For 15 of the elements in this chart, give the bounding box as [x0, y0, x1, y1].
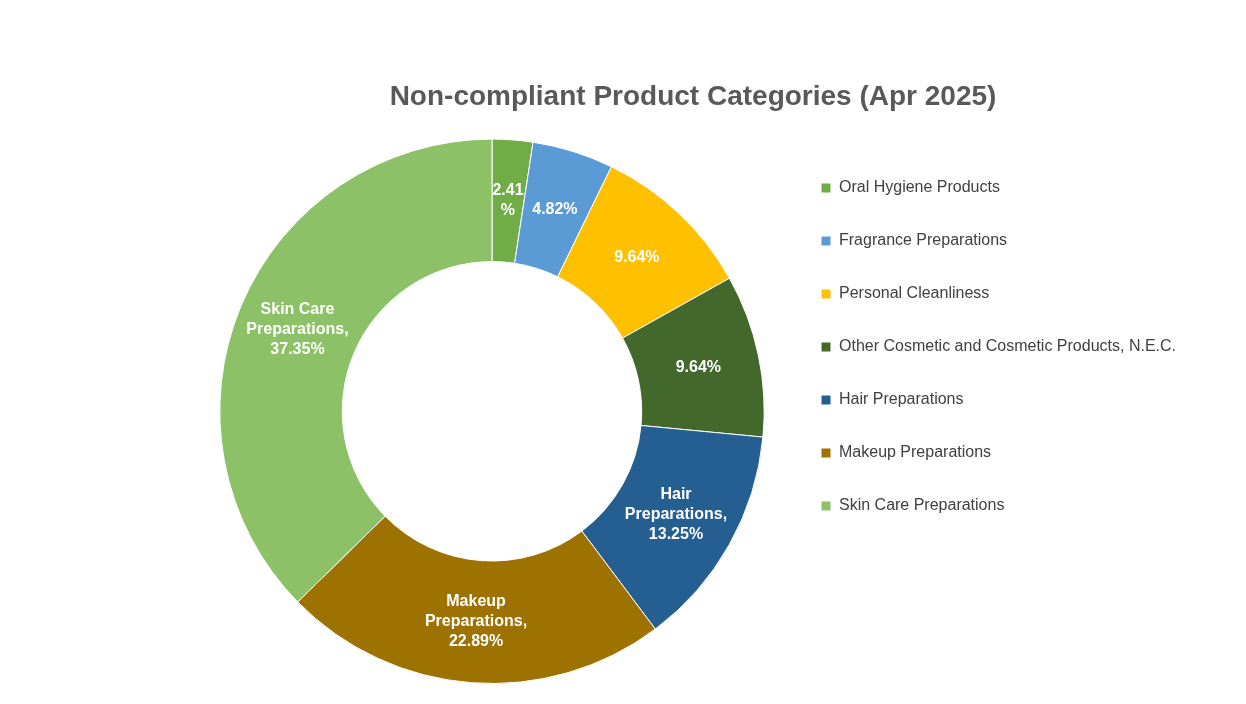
data-label: Makeup Preparations, 22.89% [424, 592, 528, 650]
data-label: Hair Preparations, 13.25% [624, 484, 728, 542]
legend-label: Skin Care Preparations [839, 496, 1005, 514]
legend-label: Makeup Preparations [839, 443, 992, 461]
legend-label: Hair Preparations [839, 390, 964, 408]
data-label: 9.64% [614, 248, 660, 266]
data-label: 4.82% [532, 200, 578, 218]
legend-label: Personal Cleanliness [839, 284, 990, 302]
data-label: 2.41% [492, 181, 524, 219]
legend-label: Oral Hygiene Products [839, 178, 1000, 196]
data-label: Skin Care Preparations, 37.35% [246, 300, 349, 358]
chart-title: Non-compliant Product Categories (Apr 2025) [389, 79, 997, 111]
data-label: 9.64% [675, 358, 722, 376]
legend-label: Fragrance Preparations [839, 231, 1008, 249]
legend-label: Other Cosmetic and Cosmetic Products, N.E.C. [839, 337, 1176, 355]
